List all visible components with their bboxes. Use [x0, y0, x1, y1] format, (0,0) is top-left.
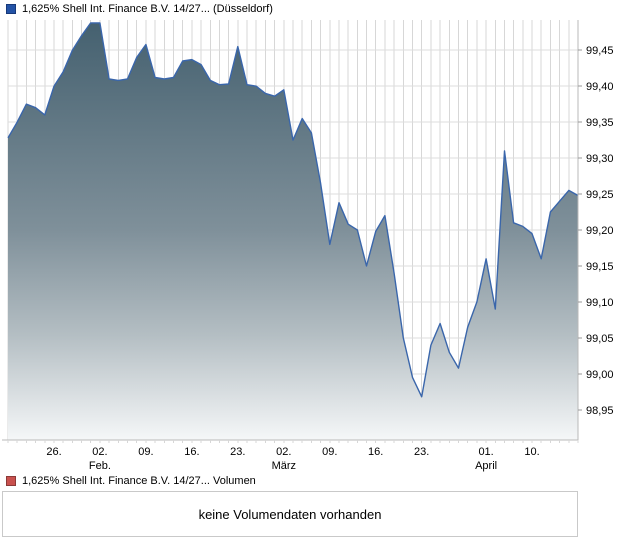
svg-text:10.: 10. [524, 446, 539, 458]
svg-text:23.: 23. [230, 446, 245, 458]
svg-text:April: April [475, 460, 497, 472]
svg-text:16.: 16. [184, 446, 199, 458]
svg-text:99,10: 99,10 [586, 297, 614, 309]
volume-chart-title: 1,625% Shell Int. Finance B.V. 14/27... … [22, 475, 256, 487]
svg-text:98,95: 98,95 [586, 405, 614, 417]
price-line [7, 22, 579, 398]
svg-text:02.: 02. [92, 446, 107, 458]
svg-text:26.: 26. [46, 446, 61, 458]
svg-text:99,15: 99,15 [586, 261, 614, 273]
price-chart-title: 1,625% Shell Int. Finance B.V. 14/27... … [22, 3, 273, 15]
svg-text:99,00: 99,00 [586, 369, 614, 381]
svg-text:01.: 01. [478, 446, 493, 458]
svg-text:Feb.: Feb. [89, 460, 111, 472]
svg-text:99,20: 99,20 [586, 225, 614, 237]
svg-text:99,30: 99,30 [586, 153, 614, 165]
volume-series-swatch-icon [6, 476, 16, 486]
svg-text:16.: 16. [368, 446, 383, 458]
volume-empty-message: keine Volumendaten vorhanden [198, 506, 382, 522]
price-series-swatch-icon [6, 4, 16, 14]
svg-text:23.: 23. [414, 446, 429, 458]
svg-text:99,45: 99,45 [586, 45, 614, 57]
svg-text:02.: 02. [276, 446, 291, 458]
svg-text:99,05: 99,05 [586, 333, 614, 345]
price-chart: 98,95 99,00 99,05 99,10 99,15 99,20 99,25 99,30… [2, 20, 614, 472]
svg-text:09.: 09. [138, 446, 153, 458]
price-chart-legend: 1,625% Shell Int. Finance B.V. 14/27... … [6, 3, 273, 15]
svg-text:99,35: 99,35 [586, 117, 614, 129]
x-axis-labels: 26. 02. Feb. 09. 16. 23. 02. März 09. 16. 23. 01. Ap… [46, 446, 539, 472]
svg-text:99,25: 99,25 [586, 189, 614, 201]
svg-text:März: März [272, 460, 296, 472]
svg-text:99,40: 99,40 [586, 81, 614, 93]
volume-panel: keine Volumendaten vorhanden [2, 491, 578, 537]
volume-chart-legend: 1,625% Shell Int. Finance B.V. 14/27... … [6, 475, 256, 487]
svg-text:09.: 09. [322, 446, 337, 458]
y-axis-labels: 98,95 99,00 99,05 99,10 99,15 99,20 99,25 99,30… [578, 45, 614, 417]
